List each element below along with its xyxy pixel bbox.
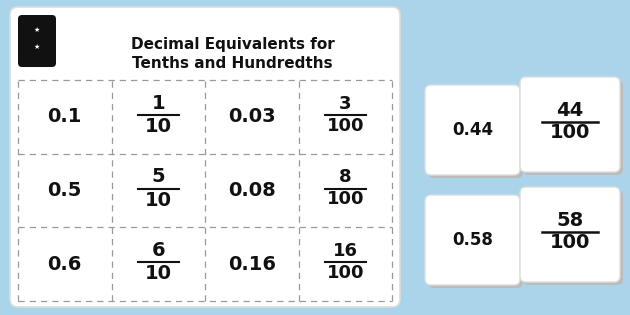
FancyBboxPatch shape (10, 7, 400, 307)
Text: 58: 58 (556, 210, 583, 230)
FancyBboxPatch shape (425, 85, 520, 175)
Text: 0.03: 0.03 (228, 107, 275, 126)
Text: 0.6: 0.6 (47, 255, 82, 274)
Text: 0.58: 0.58 (452, 231, 493, 249)
Text: 10: 10 (145, 264, 172, 283)
Text: 0.44: 0.44 (452, 121, 493, 139)
Text: 100: 100 (550, 123, 590, 142)
Text: 3: 3 (339, 95, 352, 113)
Text: 10: 10 (145, 191, 172, 209)
Text: Decimal Equivalents for: Decimal Equivalents for (130, 37, 335, 53)
Text: 16: 16 (333, 242, 358, 260)
FancyBboxPatch shape (18, 15, 56, 67)
FancyBboxPatch shape (520, 187, 620, 282)
Text: ★: ★ (34, 44, 40, 50)
Text: 0.1: 0.1 (47, 107, 82, 126)
FancyBboxPatch shape (428, 198, 523, 288)
Text: 100: 100 (550, 233, 590, 253)
Text: 0.5: 0.5 (47, 181, 82, 200)
FancyBboxPatch shape (523, 190, 623, 285)
Text: 0.16: 0.16 (228, 255, 276, 274)
Text: 100: 100 (326, 191, 364, 209)
Text: 8: 8 (339, 169, 352, 186)
FancyBboxPatch shape (428, 88, 523, 178)
Text: 100: 100 (326, 264, 364, 282)
Text: 5: 5 (151, 168, 165, 186)
Text: ★: ★ (34, 26, 40, 32)
FancyBboxPatch shape (523, 80, 623, 175)
Text: 0.08: 0.08 (228, 181, 276, 200)
Text: 100: 100 (326, 117, 364, 135)
Text: 10: 10 (145, 117, 172, 136)
FancyBboxPatch shape (520, 77, 620, 172)
Text: Tenths and Hundredths: Tenths and Hundredths (132, 55, 333, 71)
Text: 6: 6 (151, 241, 165, 260)
FancyBboxPatch shape (425, 195, 520, 285)
Text: 1: 1 (151, 94, 165, 113)
Text: 44: 44 (556, 100, 583, 119)
